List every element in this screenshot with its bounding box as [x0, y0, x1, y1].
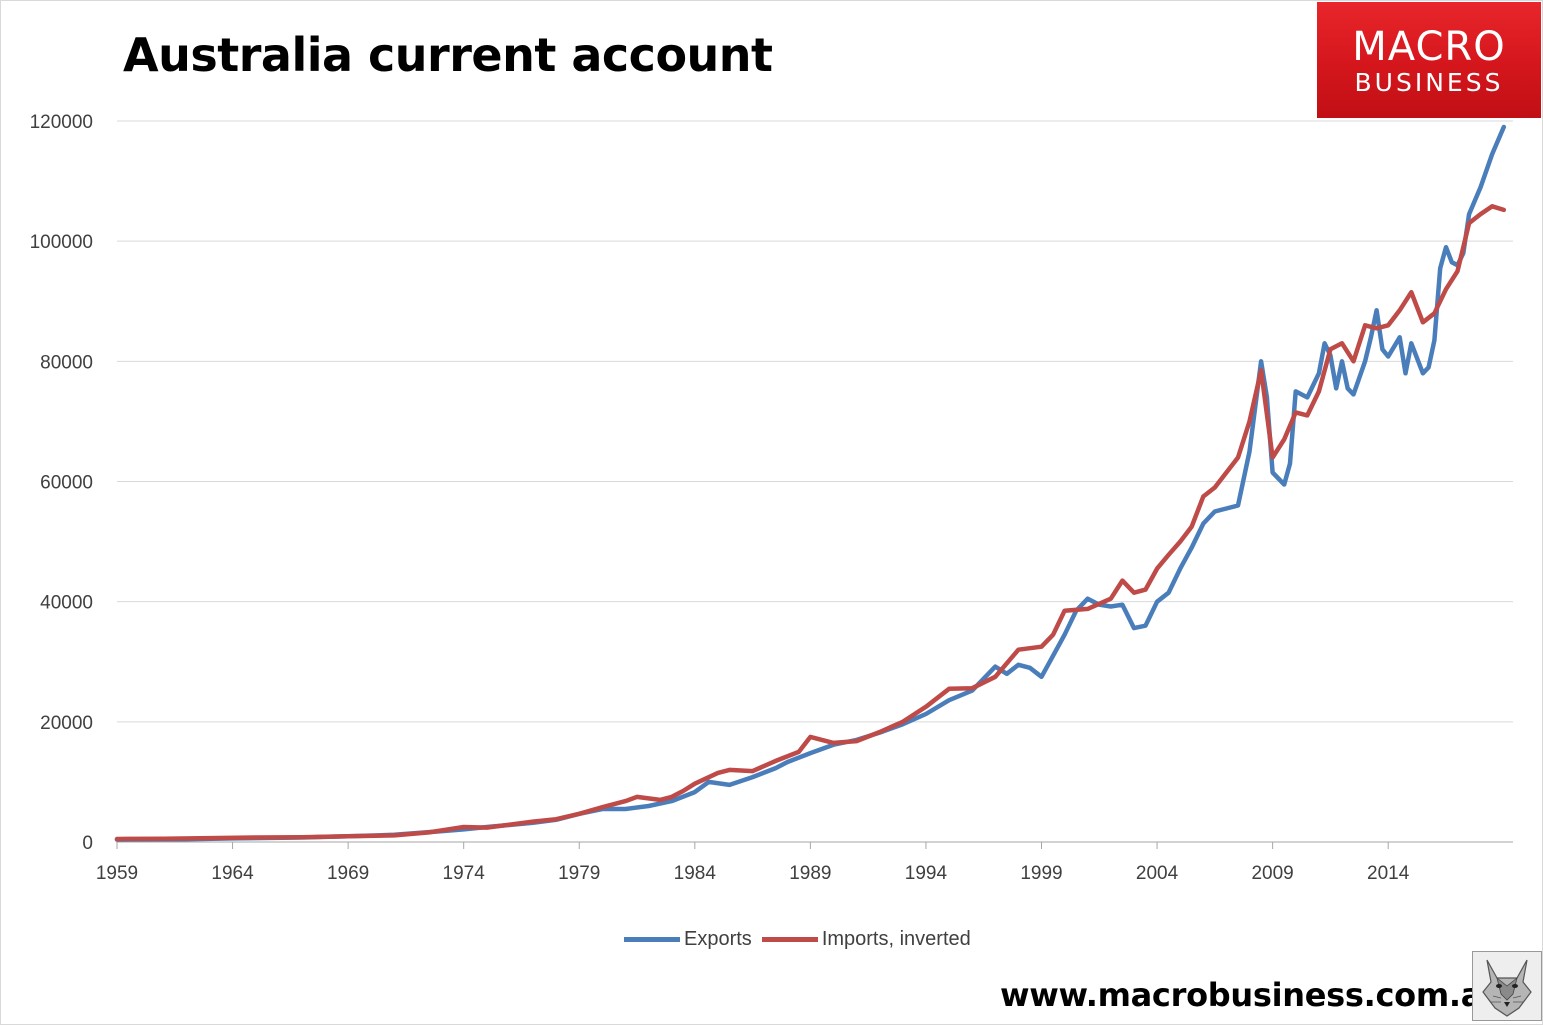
- x-axis: 1959 1964 1969 1974 1979 1984 1989 1994 1999 2004…: [96, 841, 1513, 884]
- x-tick-label: 1994: [905, 863, 948, 884]
- x-tick-label: 2009: [1251, 863, 1293, 884]
- legend-swatch-exports: [624, 937, 680, 942]
- gridlines: [117, 120, 1513, 723]
- x-tick-label: 1974: [443, 863, 486, 884]
- y-tick-label: 0: [82, 833, 93, 854]
- series-line-imports: [114, 204, 1507, 842]
- website-url: www.macrobusiness.com.au: [1000, 976, 1505, 1014]
- y-tick-label: 80000: [40, 352, 93, 373]
- series-lines: [114, 124, 1507, 842]
- x-tick-label: 1969: [327, 863, 369, 884]
- wolf-mascot-icon: [1472, 951, 1542, 1021]
- x-tick-label: 1984: [674, 863, 717, 884]
- macrobusiness-logo: MACRO BUSINESS: [1317, 2, 1541, 118]
- legend: Exports Imports, inverted: [624, 928, 981, 951]
- series-line-exports: [114, 124, 1507, 842]
- y-axis: 0 20000 40000 60000 80000 100000 120000: [30, 112, 93, 854]
- x-tick-label: 1999: [1020, 863, 1062, 884]
- logo-line-1: MACRO: [1352, 24, 1506, 70]
- x-tick-label: 1964: [211, 863, 254, 884]
- legend-label-imports: Imports, inverted: [821, 928, 971, 950]
- x-tick-label: 1979: [558, 863, 600, 884]
- x-tick-label: 1959: [96, 863, 138, 884]
- chart-title: Australia current account: [123, 28, 773, 82]
- x-tick-label: 2014: [1367, 863, 1410, 884]
- logo-line-2: BUSINESS: [1354, 68, 1504, 97]
- legend-label-exports: Exports: [684, 928, 752, 950]
- y-tick-label: 120000: [30, 112, 93, 133]
- y-tick-label: 20000: [40, 713, 93, 734]
- y-tick-label: 60000: [40, 473, 93, 494]
- x-tick-label: 2004: [1136, 863, 1179, 884]
- y-tick-label: 100000: [30, 232, 93, 253]
- x-tick-label: 1989: [789, 863, 831, 884]
- legend-swatch-imports: [761, 937, 818, 942]
- y-tick-label: 40000: [40, 593, 93, 614]
